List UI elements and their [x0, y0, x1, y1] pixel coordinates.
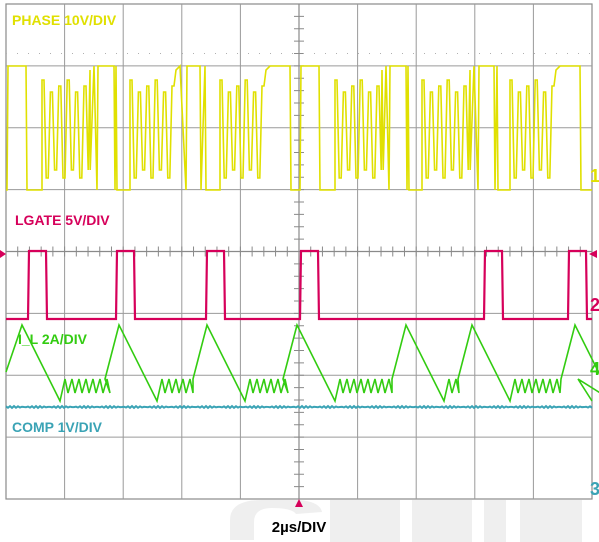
series-label-2: LGATE 5V/DIV — [15, 212, 110, 228]
channel-labels: PHASE 10V/DIV LGATE 5V/DIV I_L 2A/DIV COMP … — [0, 12, 599, 536]
series-label-1: PHASE 10V/DIV — [12, 12, 117, 28]
waveform-traces — [5, 64, 599, 410]
watermark — [230, 500, 582, 542]
channel-marker-1: 1 — [590, 166, 599, 186]
channel-marker-2: 2 — [590, 295, 599, 315]
series-label-4: COMP 1V/DIV — [12, 419, 103, 435]
series-phase-trace — [6, 64, 592, 191]
x-axis-scale-label: 2µs/DIV — [272, 519, 327, 536]
series-label-3: I_L 2A/DIV — [18, 331, 88, 347]
lgate-level-arrow-left — [0, 250, 6, 258]
channel-marker-4: 4 — [590, 359, 599, 379]
series-lgate-trace — [6, 249, 592, 321]
channel-marker-3: 3 — [590, 479, 599, 499]
series-comp-trace — [5, 404, 593, 410]
trigger-marker — [295, 499, 303, 507]
series-inductor-current-trace — [5, 322, 599, 404]
lgate-level-arrow-right — [589, 250, 597, 258]
